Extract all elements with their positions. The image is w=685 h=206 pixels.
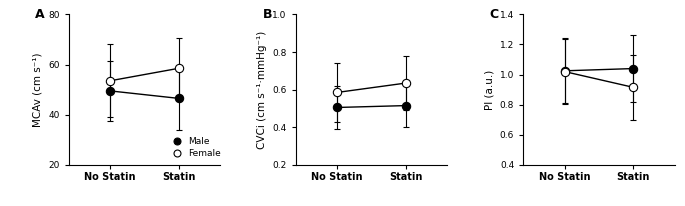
Y-axis label: CVCi (cm s⁻¹·mmHg⁻¹): CVCi (cm s⁻¹·mmHg⁻¹) xyxy=(257,30,267,149)
Text: B: B xyxy=(262,8,272,21)
Y-axis label: PI (a.u.): PI (a.u.) xyxy=(484,69,494,110)
Y-axis label: MCAv (cm s⁻¹): MCAv (cm s⁻¹) xyxy=(32,52,42,127)
Text: C: C xyxy=(490,8,499,21)
Text: A: A xyxy=(35,8,45,21)
Legend: Male, Female: Male, Female xyxy=(166,135,223,160)
